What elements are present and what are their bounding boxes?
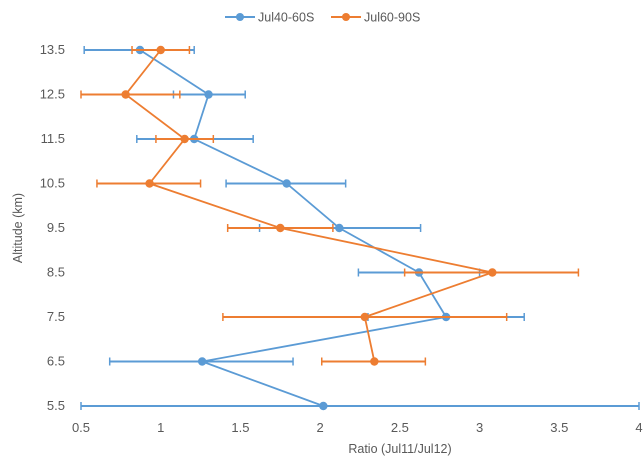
legend-label: Jul40-60S bbox=[258, 11, 314, 25]
data-point bbox=[360, 312, 369, 322]
x-tick-label: 3.5 bbox=[550, 420, 568, 435]
legend-label: Jul60-90S bbox=[364, 11, 420, 25]
data-point bbox=[145, 179, 154, 188]
y-tick-label: 11.5 bbox=[41, 131, 65, 146]
data-point bbox=[156, 45, 165, 55]
legend: Jul40-60S Jul60-90S bbox=[225, 11, 420, 25]
y-tick-label: 8.5 bbox=[47, 265, 65, 280]
x-tick-label: 2 bbox=[317, 420, 324, 435]
series-layer bbox=[80, 45, 640, 411]
series-line bbox=[124, 49, 496, 362]
series-jul40-60s bbox=[80, 45, 640, 411]
x-tick-label: 4 bbox=[635, 420, 642, 435]
y-tick-label: 10.5 bbox=[40, 176, 65, 191]
data-point bbox=[276, 223, 285, 233]
x-tick-label: 2.5 bbox=[391, 420, 409, 435]
y-tick-label: 9.5 bbox=[47, 220, 65, 235]
legend-swatch-marker bbox=[342, 13, 350, 21]
x-tick-label: 3 bbox=[476, 420, 483, 435]
data-point bbox=[180, 134, 189, 144]
series-jul60-90s bbox=[80, 45, 580, 366]
y-tick-label: 13.5 bbox=[40, 42, 65, 57]
legend-swatch-marker bbox=[236, 13, 244, 21]
y-tick-label: 6.5 bbox=[47, 354, 65, 369]
error-bars bbox=[80, 46, 580, 366]
y-axis-label: Altitude (km) bbox=[11, 193, 25, 263]
data-point bbox=[488, 268, 497, 277]
y-tick-label: 7.5 bbox=[47, 309, 65, 324]
x-tick-label: 1 bbox=[157, 420, 164, 435]
x-axis-label: Ratio (Jul11/Jul12) bbox=[348, 442, 451, 456]
y-axis-label-text: Altitude (km) bbox=[11, 193, 25, 263]
y-tick-labels: 5.5 6.5 7.5 8.5 9.5 10.5 11.5 12.5 13.5 bbox=[40, 42, 65, 413]
error-bars bbox=[80, 46, 640, 410]
x-tick-label: 1.5 bbox=[231, 420, 249, 435]
y-tick-label: 5.5 bbox=[47, 398, 65, 413]
data-point bbox=[282, 179, 291, 188]
data-point bbox=[121, 90, 130, 99]
data-point bbox=[335, 223, 344, 233]
legend-item: Jul40-60S bbox=[225, 11, 314, 25]
x-tick-labels: 0.5 1 1.5 2 2.5 3 3.5 4 bbox=[72, 420, 643, 435]
data-point bbox=[370, 357, 379, 366]
data-point bbox=[197, 357, 207, 366]
x-tick-label: 0.5 bbox=[72, 420, 90, 435]
y-tick-label: 12.5 bbox=[40, 87, 65, 102]
legend-item: Jul60-90S bbox=[331, 11, 420, 25]
data-point bbox=[319, 401, 328, 411]
data-point bbox=[204, 90, 213, 99]
